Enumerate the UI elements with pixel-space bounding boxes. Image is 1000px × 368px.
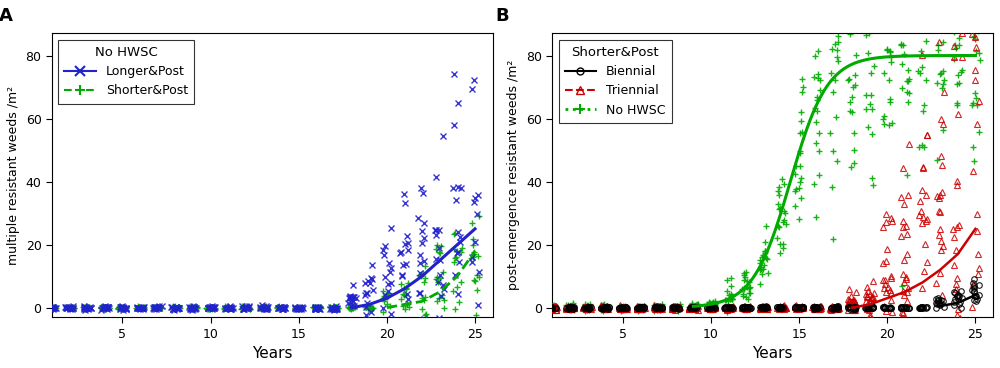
Legend: Biennial, Triennial, No HWSC: Biennial, Triennial, No HWSC: [559, 40, 672, 123]
X-axis label: Years: Years: [752, 346, 793, 361]
Y-axis label: post-emergence resistant weeds /m²: post-emergence resistant weeds /m²: [507, 60, 520, 290]
Legend: Longer&Post, Shorter&Post: Longer&Post, Shorter&Post: [58, 40, 194, 104]
Y-axis label: multiple resistant weeds /m²: multiple resistant weeds /m²: [7, 86, 20, 265]
Text: B: B: [495, 7, 509, 25]
X-axis label: Years: Years: [252, 346, 293, 361]
Text: A: A: [0, 7, 13, 25]
